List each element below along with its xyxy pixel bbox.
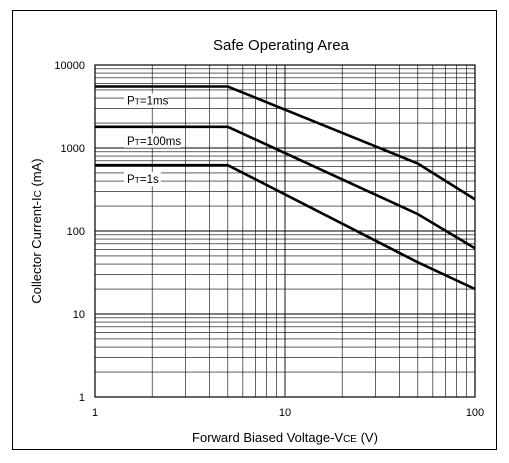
y-tick-label: 10 bbox=[73, 309, 85, 321]
series-line bbox=[95, 125, 476, 250]
series-label-bg bbox=[124, 133, 181, 148]
y-tick-labels: 1 10 100 1000 10000 bbox=[54, 60, 85, 404]
x-tick-label: 100 bbox=[466, 407, 484, 419]
y-tick-label: 1000 bbox=[61, 143, 85, 155]
x-tick-label: 10 bbox=[279, 407, 291, 419]
y-tick-label: 10000 bbox=[54, 60, 85, 72]
series-line bbox=[95, 85, 476, 201]
y-tick-label: 1 bbox=[79, 392, 85, 404]
series-label-bg bbox=[124, 93, 168, 108]
series-label: PT=100ms bbox=[127, 136, 181, 148]
x-axis-label: Forward Biased Voltage-VCE (V) bbox=[192, 430, 378, 445]
y-tick-label: 100 bbox=[67, 226, 85, 238]
y-axis-label: Collector Current-IC (mA) bbox=[29, 158, 44, 303]
chart-title: Safe Operating Area bbox=[213, 37, 350, 54]
series-label-bg bbox=[124, 172, 161, 187]
x-tick-labels: 1 10 100 bbox=[92, 407, 484, 419]
x-tick-label: 1 bbox=[92, 407, 98, 419]
series-labels: PT=1ms PT=100ms PT=1s bbox=[124, 93, 181, 187]
series-line bbox=[95, 163, 476, 291]
series-label: PT=1ms bbox=[127, 96, 169, 108]
grid bbox=[95, 65, 475, 397]
series-lines bbox=[95, 85, 476, 291]
plot-border bbox=[94, 64, 476, 398]
soa-chart: Safe Operating Area 1 10 100 1 10 100 1000 100… bbox=[29, 37, 484, 445]
chart-frame: Safe Operating Area 1 10 100 1 10 100 1000 100… bbox=[12, 10, 497, 450]
series-label: PT=1s bbox=[127, 174, 159, 186]
